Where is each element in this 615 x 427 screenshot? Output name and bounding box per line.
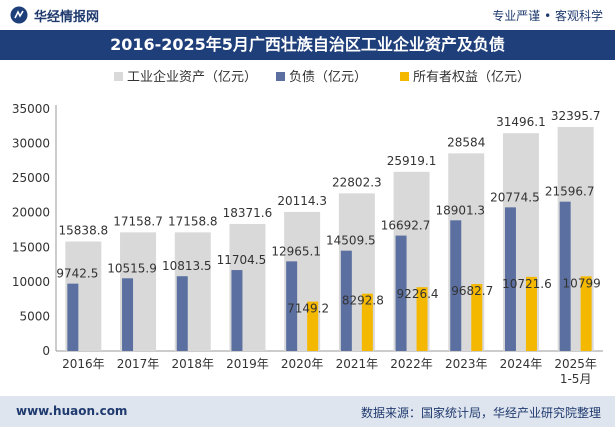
y-tick-label: 15000 bbox=[12, 240, 50, 254]
bar-equity bbox=[471, 284, 483, 351]
website-link[interactable]: www.huaon.com bbox=[16, 404, 128, 418]
data-label-liabilities: 11704.5 bbox=[217, 253, 267, 267]
bar-liabilities bbox=[340, 250, 352, 351]
x-tick-label: 2016年 bbox=[62, 357, 105, 371]
bar-liabilities bbox=[286, 261, 298, 351]
data-label-assets: 15838.8 bbox=[59, 223, 109, 237]
bar-equity bbox=[307, 301, 319, 351]
y-tick-label: 0 bbox=[42, 344, 50, 358]
legend-swatch bbox=[400, 72, 409, 81]
data-label-liabilities: 18901.3 bbox=[435, 203, 485, 217]
chart-title: 2016-2025年5月广西壮族自治区工业企业资产及负债 bbox=[0, 30, 615, 60]
bar-liabilities bbox=[176, 276, 188, 351]
bar-liabilities bbox=[450, 220, 462, 351]
legend-label: 所有者权益（亿元） bbox=[413, 69, 530, 85]
bar-liabilities bbox=[395, 235, 407, 351]
data-label-assets: 18371.6 bbox=[223, 206, 273, 220]
data-label-liabilities: 16692.7 bbox=[381, 219, 431, 233]
data-label-assets: 31496.1 bbox=[496, 115, 546, 129]
data-label-liabilities: 20774.5 bbox=[490, 190, 540, 204]
y-tick-label: 30000 bbox=[12, 137, 50, 151]
x-tick-label: 2017年 bbox=[117, 357, 160, 371]
x-tick-label: 2019年 bbox=[226, 357, 269, 371]
data-label-liabilities: 10813.5 bbox=[162, 259, 212, 273]
data-label-assets: 17158.7 bbox=[113, 214, 163, 228]
bar-liabilities bbox=[122, 278, 134, 351]
data-label-liabilities: 9742.5 bbox=[56, 267, 98, 281]
bar-equity bbox=[580, 276, 592, 351]
data-label-assets: 32395.7 bbox=[551, 109, 601, 123]
data-label-equity: 8292.8 bbox=[342, 294, 384, 308]
legend-swatch bbox=[114, 72, 123, 81]
x-tick-label: 2022年 bbox=[390, 357, 433, 371]
legend-swatch bbox=[276, 72, 285, 81]
legend-label: 负债（亿元） bbox=[289, 70, 367, 85]
data-label-assets: 20114.3 bbox=[277, 194, 327, 208]
data-label-liabilities: 12965.1 bbox=[271, 244, 321, 258]
bar-liabilities bbox=[67, 283, 79, 351]
footer: www.huaon.com 数据来源：国家统计局，华经产业研究院整理 bbox=[0, 396, 615, 427]
x-tick-label: 2018年 bbox=[171, 357, 214, 371]
y-tick-label: 35000 bbox=[12, 102, 50, 116]
brand-logo-icon bbox=[10, 6, 28, 24]
bar-equity bbox=[361, 293, 373, 351]
brand[interactable]: 华经情报网 bbox=[10, 5, 99, 25]
data-label-liabilities: 10515.9 bbox=[107, 261, 157, 275]
bar-liabilities bbox=[559, 201, 571, 351]
bar-equity bbox=[525, 276, 537, 351]
data-label-liabilities: 14509.5 bbox=[326, 234, 376, 248]
data-source: 数据来源：国家统计局，华经产业研究院整理 bbox=[360, 406, 601, 420]
data-label-assets: 25919.1 bbox=[387, 154, 437, 168]
data-label-liabilities: 21596.7 bbox=[545, 185, 595, 199]
x-tick-label: 2025年 1-5月 bbox=[554, 357, 597, 386]
top-bar: 华经情报网 专业严谨 • 客观科学 bbox=[0, 0, 615, 30]
x-tick-label: 2021年 bbox=[336, 357, 379, 371]
y-tick-label: 25000 bbox=[12, 171, 50, 185]
bar-chart: 工业企业资产（亿元） 负债（亿元） 所有者权益（亿元） 0 5000 10000 15000… bbox=[12, 69, 603, 386]
data-label-equity: 10721.6 bbox=[502, 277, 552, 291]
data-label-assets: 17158.8 bbox=[168, 214, 218, 228]
x-tick-label: 2024年 bbox=[500, 357, 543, 371]
bar-equity bbox=[416, 287, 428, 351]
tagline: 专业严谨 • 客观科学 bbox=[492, 9, 603, 23]
data-label-assets: 22802.3 bbox=[332, 175, 382, 189]
x-tick-label: 2023年 bbox=[445, 357, 488, 371]
bar-liabilities bbox=[231, 270, 243, 351]
y-tick-label: 10000 bbox=[12, 275, 50, 289]
brand-name: 华经情报网 bbox=[34, 9, 100, 25]
legend-label: 工业企业资产（亿元） bbox=[127, 69, 257, 85]
data-label-assets: 28584 bbox=[447, 135, 485, 149]
data-label-equity: 7149.2 bbox=[287, 302, 329, 316]
x-tick-label: 2020年 bbox=[281, 357, 324, 371]
data-label-equity: 9682.7 bbox=[451, 284, 493, 298]
y-tick-label: 5000 bbox=[19, 309, 50, 323]
y-tick-label: 20000 bbox=[12, 206, 50, 220]
data-label-equity: 10799 bbox=[563, 276, 601, 290]
data-label-equity: 9226.4 bbox=[397, 287, 439, 301]
bar-liabilities bbox=[504, 207, 516, 351]
